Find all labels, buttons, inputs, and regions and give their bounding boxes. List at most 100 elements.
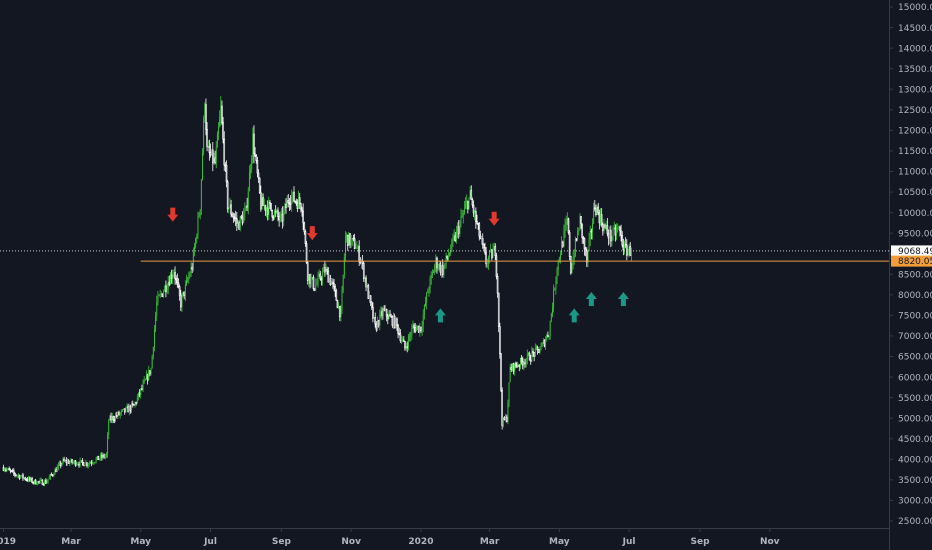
candle (288, 198, 291, 212)
candle (331, 281, 333, 285)
candle (53, 472, 55, 478)
candle (430, 271, 432, 285)
candle (281, 206, 284, 229)
candle (374, 312, 377, 328)
candle (48, 474, 50, 480)
up-arrow-marker[interactable] (617, 291, 629, 306)
candle (50, 472, 53, 476)
candle (128, 403, 130, 416)
candle (402, 336, 404, 343)
time-axis[interactable]: 2019 Mar May Jul Sep Nov 2020 Mar May Jul Sep Nov (0, 528, 780, 547)
up-arrow-marker[interactable] (585, 291, 597, 306)
candle (610, 225, 612, 248)
candle (492, 243, 494, 259)
candle (428, 286, 430, 297)
candle (606, 217, 609, 237)
candle (565, 215, 567, 232)
candle (304, 229, 307, 247)
candle (115, 411, 118, 419)
candle (21, 474, 23, 478)
candle (119, 412, 121, 419)
candle (283, 206, 285, 227)
candle (150, 367, 152, 376)
candle (159, 289, 161, 299)
candle (166, 283, 168, 294)
candle (266, 200, 269, 221)
candle (148, 365, 150, 382)
candle (357, 244, 359, 253)
candle (526, 349, 528, 365)
candle (469, 186, 471, 199)
y-tick-label: 4500.00 (898, 435, 932, 445)
down-arrow-marker[interactable] (306, 226, 318, 241)
candle (385, 308, 388, 322)
candle (206, 122, 208, 152)
price-label-box[interactable] (891, 255, 932, 267)
candle (441, 259, 444, 278)
y-tick-label: 7500.00 (898, 312, 932, 322)
candle (417, 325, 420, 333)
candle (505, 414, 508, 423)
annotations-group (167, 207, 629, 323)
candle (157, 291, 159, 306)
candle (24, 476, 27, 481)
y-tick-label: 13000.00 (898, 85, 932, 95)
candle (82, 462, 85, 467)
candle (144, 378, 146, 381)
candle (247, 186, 249, 215)
candle (441, 264, 442, 278)
candle (37, 480, 39, 486)
candle (229, 197, 231, 209)
candle (55, 467, 57, 473)
candle (624, 240, 625, 255)
candle (41, 479, 44, 485)
candle (449, 252, 450, 257)
price-axis[interactable]: 15000.00 14500.00 14000.00 13500.00 13000.00… (889, 3, 932, 527)
candle (452, 233, 454, 247)
candle (310, 273, 312, 288)
candle (188, 271, 190, 284)
candle (554, 287, 556, 291)
candle (531, 346, 533, 363)
candle (262, 193, 264, 207)
candle (437, 263, 439, 272)
candle (131, 400, 134, 408)
down-arrow-marker[interactable] (488, 211, 500, 226)
candle (622, 238, 625, 256)
candle (389, 309, 391, 317)
candle (477, 222, 479, 230)
candle (246, 197, 248, 212)
candle (459, 220, 461, 237)
candle (81, 458, 84, 466)
candle (152, 346, 154, 360)
up-arrow-marker[interactable] (434, 308, 446, 323)
candle (102, 452, 104, 460)
candle (99, 458, 101, 461)
y-tick-label: 11500.00 (898, 147, 932, 157)
candle (346, 232, 348, 243)
candle (423, 304, 425, 320)
candle (225, 160, 228, 188)
candle (135, 401, 137, 406)
candle (367, 283, 370, 299)
candle (183, 291, 186, 300)
candle (377, 316, 378, 332)
candle (190, 261, 192, 277)
candle (329, 274, 332, 286)
candle (334, 284, 336, 297)
candle (192, 247, 194, 272)
candle (74, 459, 77, 467)
candle (315, 278, 317, 292)
down-arrow-marker[interactable] (167, 207, 179, 222)
candle (316, 278, 318, 286)
candle (182, 291, 184, 298)
candle (36, 481, 38, 486)
up-arrow-marker[interactable] (568, 308, 580, 323)
candle (309, 273, 311, 289)
candle (47, 479, 49, 484)
candle (515, 361, 517, 369)
candle (584, 246, 587, 257)
candle (465, 197, 467, 209)
